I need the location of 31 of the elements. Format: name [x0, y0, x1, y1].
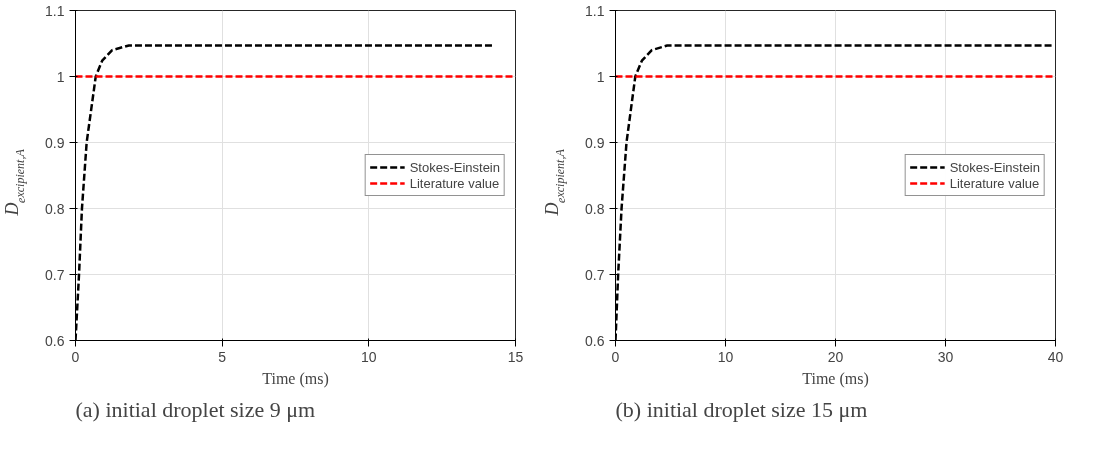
y-tick-label: 1.1 — [45, 2, 65, 19]
legend-label: Literature value — [949, 175, 1040, 191]
legend-label: Stokes-Einstein — [409, 159, 500, 175]
legend-label: Literature value — [409, 175, 500, 191]
y-tick-label: 1 — [56, 68, 65, 85]
y-tick-label: 0.9 — [45, 134, 65, 151]
y-tick-label: 0.8 — [585, 200, 605, 217]
x-tick-label: 20 — [827, 348, 844, 365]
y-tick-label: 0.7 — [45, 266, 65, 283]
x-tick-label: 30 — [937, 348, 954, 365]
text: (b) initial droplet size 15 μm — [615, 396, 868, 422]
x-tick-label: 10 — [361, 348, 377, 365]
x-tick-label: 0 — [611, 348, 620, 365]
x-tick-label: 0 — [71, 348, 80, 365]
y-axis-title: Dexcipient,A — [541, 148, 568, 217]
legend-label: Stokes-Einstein — [949, 159, 1040, 175]
x-axis-title: Time (ms) — [802, 369, 869, 388]
text: (a) initial droplet size 9 μm — [75, 396, 316, 422]
x-tick-label: 5 — [218, 348, 227, 365]
x-tick-label: 40 — [1047, 348, 1064, 365]
y-tick-label: 0.8 — [45, 200, 65, 217]
x-tick-label: 15 — [507, 348, 524, 365]
x-axis-title: Time (ms) — [262, 369, 329, 388]
y-tick-label: 0.6 — [45, 332, 65, 349]
y-tick-label: 0.9 — [585, 134, 605, 151]
x-tick-label: 10 — [717, 348, 734, 365]
y-axis-title: Dexcipient,A — [1, 148, 28, 217]
y-tick-label: 1 — [596, 68, 605, 85]
y-tick-label: 1.1 — [585, 2, 605, 19]
y-tick-label: 0.6 — [585, 332, 605, 349]
y-tick-label: 0.7 — [585, 266, 605, 283]
